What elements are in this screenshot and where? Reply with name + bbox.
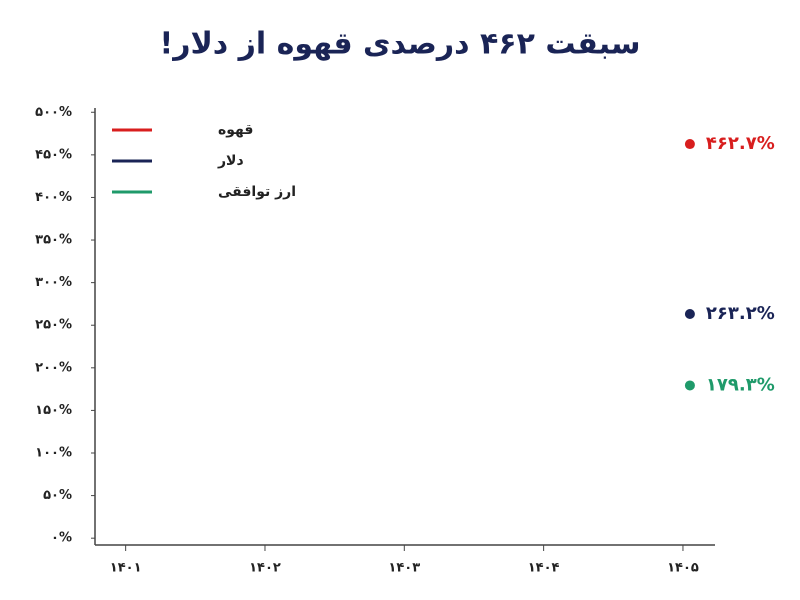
y-tick-label: ۱۵۰%	[35, 403, 72, 418]
y-tick-label: ۲۵۰%	[35, 318, 72, 333]
y-tick-label: ۱۰۰%	[35, 446, 72, 461]
x-tick-label: ۱۴۰۱	[110, 561, 142, 576]
x-tick-label: ۱۴۰۵	[667, 561, 699, 576]
end-label: ۴۶۲.۷%	[706, 133, 775, 154]
x-tick-label: ۱۴۰۲	[249, 561, 281, 576]
x-tick-label: ۱۴۰۴	[528, 561, 560, 576]
y-tick-label: ۰%	[51, 531, 72, 546]
y-tick-label: ۲۰۰%	[35, 360, 72, 375]
y-tick-label: ۳۵۰%	[35, 233, 72, 248]
end-point	[684, 380, 695, 391]
end-point	[684, 139, 695, 150]
y-tick-label: ۵۰%	[43, 488, 72, 503]
x-tick-label: ۱۴۰۳	[388, 561, 420, 576]
y-tick-label: ۴۰۰%	[35, 190, 72, 205]
legend-label: ارز توافقی	[218, 184, 296, 200]
y-tick-label: ۵۰۰%	[35, 105, 72, 120]
legend-label: قهوه	[218, 122, 253, 138]
end-point	[684, 308, 695, 319]
chart-title: سبقت ۴۶۲ درصدی قهوه از دلار!	[160, 27, 641, 62]
legend-label: دلار	[217, 153, 244, 169]
end-label: ۱۷۹.۳%	[706, 374, 775, 395]
y-tick-label: ۴۵۰%	[35, 147, 72, 162]
end-label: ۲۶۳.۲%	[706, 303, 775, 324]
y-tick-label: ۳۰۰%	[35, 275, 72, 290]
